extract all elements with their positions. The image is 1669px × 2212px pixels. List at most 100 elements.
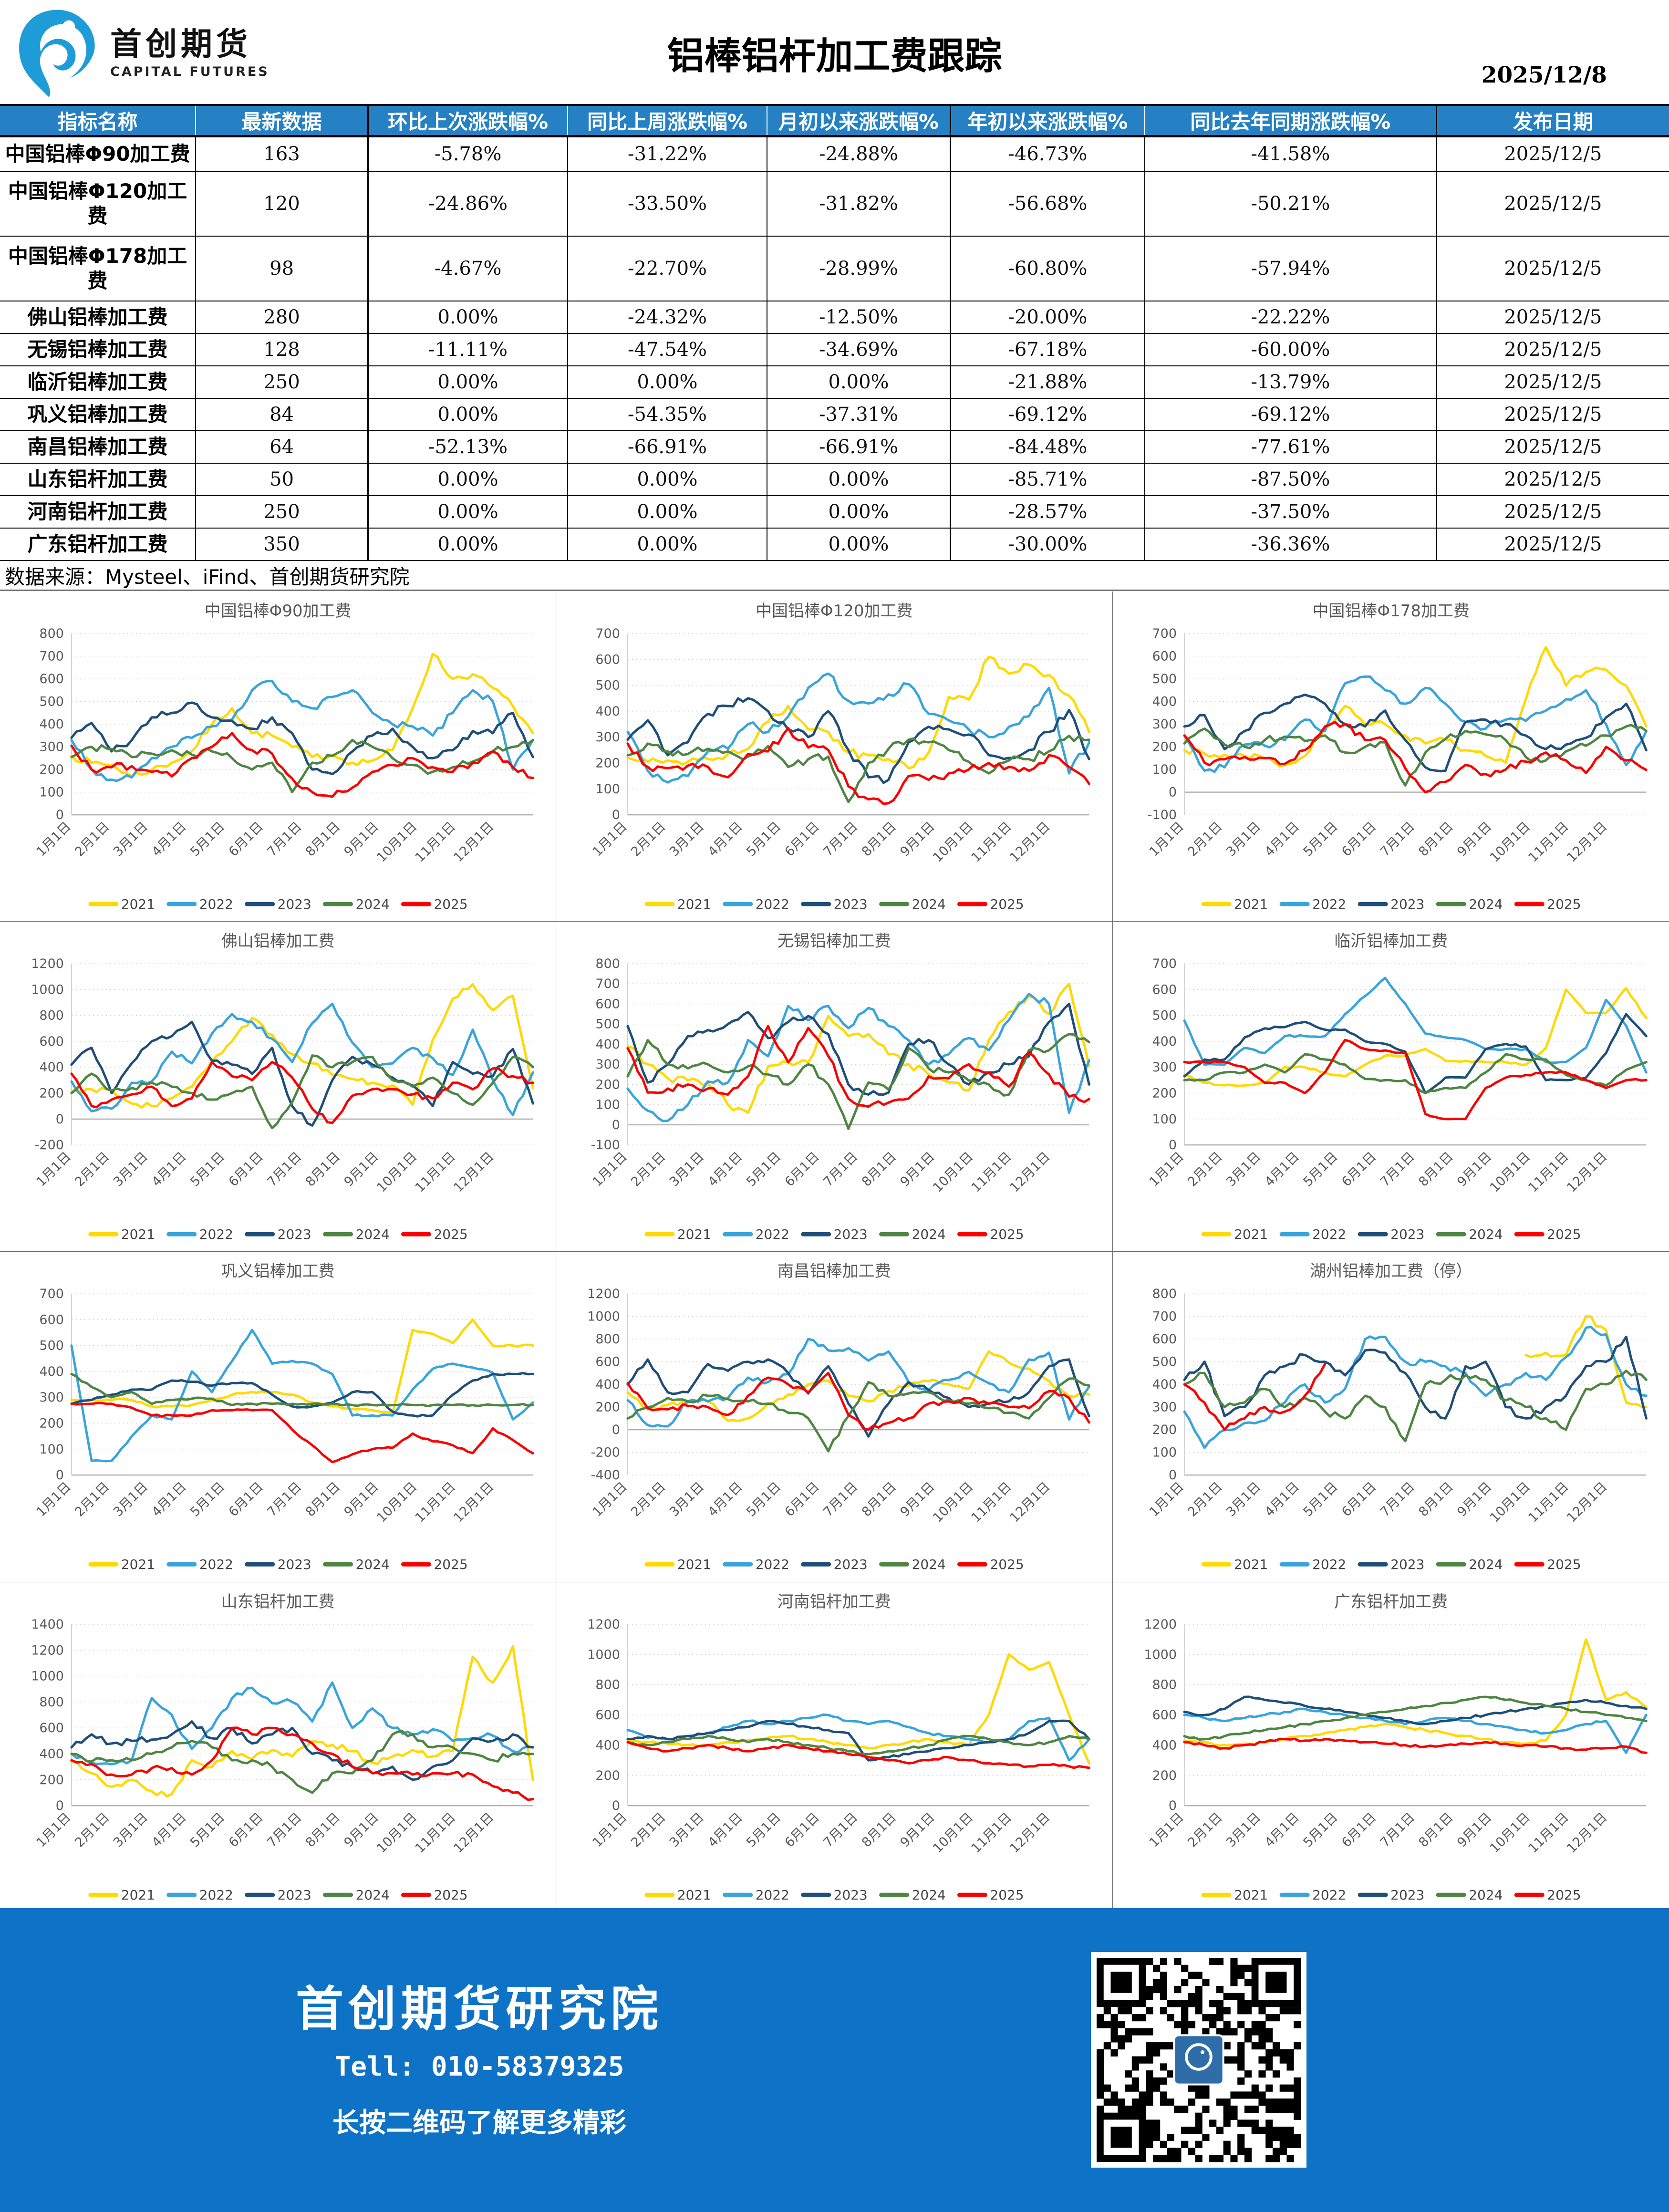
x-axis-tick-label: 1月1日 <box>34 1810 74 1850</box>
indicator-name: 广东铝杆加工费 <box>27 532 168 556</box>
x-axis-tick-label: 1月1日 <box>1146 819 1186 859</box>
table-row: 临沂铝棒加工费 250 0.00% 0.00% 0.00% -21.88% -13.79% 2… <box>0 365 1669 398</box>
x-axis-tick-label: 10月1日 <box>374 1810 420 1856</box>
x-axis-tick-label: 7月1日 <box>821 1480 861 1520</box>
x-axis-tick-label: 11月1日 <box>413 1810 458 1856</box>
legend-label: 2021 <box>121 1557 155 1573</box>
indicator-value: -28.99% <box>767 237 950 301</box>
series-line-2022 <box>626 672 1091 784</box>
legend-label: 2025 <box>1547 896 1581 912</box>
x-axis-tick-label: 6月1日 <box>782 1810 822 1850</box>
indicator-value: 84 <box>195 399 367 430</box>
x-axis-tick-label: 1月1日 <box>590 1810 630 1850</box>
y-axis-tick-label: 500 <box>1152 1355 1177 1370</box>
y-axis-tick-label: 400 <box>596 704 620 719</box>
line-chart: 巩义铝棒加工费 0 100 200 300 400 500 600 700 1月1日2月1日3月1… <box>34 1262 534 1573</box>
x-axis-tick-label: 1月1日 <box>1146 1810 1186 1850</box>
x-axis-tick-label: 10月1日 <box>930 1480 976 1526</box>
table-row: 中国铝棒Φ90加工费 163 -5.78% -31.22% -24.88% -46.73%… <box>0 136 1669 171</box>
x-axis-tick-label: 3月1日 <box>667 1480 707 1520</box>
legend-label: 2022 <box>199 1887 233 1903</box>
x-axis-tick-label: 7月1日 <box>264 1149 304 1189</box>
legend-label: 2025 <box>434 1887 467 1903</box>
indicator-value: -12.50% <box>767 301 950 333</box>
x-axis-tick-label: 11月1日 <box>969 1480 1015 1526</box>
x-axis-tick-label: 11月1日 <box>969 1810 1015 1856</box>
report-date: 2025/12/8 <box>1481 62 1607 88</box>
legend-label: 2022 <box>1312 1226 1346 1242</box>
x-axis-tick-label: 11月1日 <box>413 819 458 865</box>
legend-label: 2022 <box>756 896 789 912</box>
y-axis-tick-label: 100 <box>596 782 620 797</box>
x-axis-tick-label: 10月1日 <box>374 1480 420 1526</box>
column-header: 同比去年同期涨跌幅% <box>1144 106 1436 135</box>
indicator-value: 163 <box>195 137 367 171</box>
series-line-2024 <box>1183 1695 1648 1741</box>
publish-date: 2025/12/5 <box>1435 301 1669 333</box>
x-axis-tick-label: 5月1日 <box>187 1810 228 1850</box>
indicator-value: -20.00% <box>949 301 1144 333</box>
qr-code <box>1091 1952 1306 2168</box>
x-axis-tick-label: 8月1日 <box>303 819 343 859</box>
legend-label: 2021 <box>677 1557 711 1573</box>
x-axis-tick-label: 10月1日 <box>1487 1149 1533 1195</box>
y-axis-tick-label: 400 <box>1152 1377 1177 1392</box>
column-header: 同比上周涨跌幅% <box>567 106 767 135</box>
y-axis-tick-label: 300 <box>1152 717 1177 732</box>
x-axis-tick-label: 8月1日 <box>1416 1480 1456 1520</box>
y-axis-tick-label: 1200 <box>588 1617 621 1632</box>
series-line-2022 <box>626 1338 1091 1428</box>
series-line-2024 <box>626 1377 1091 1453</box>
indicator-value: -69.12% <box>1144 399 1436 430</box>
y-axis-tick-label: 500 <box>39 1339 63 1353</box>
publish-date: 2025/12/5 <box>1435 172 1669 236</box>
y-axis-tick-label: -200 <box>35 1138 64 1153</box>
series-line-2025 <box>626 1741 1091 1769</box>
series-line-2023 <box>1183 1336 1648 1420</box>
y-axis-tick-label: 800 <box>1152 1677 1177 1692</box>
y-axis-tick-label: 800 <box>596 956 620 971</box>
column-header: 指标名称 <box>57 110 138 134</box>
x-axis-tick-label: 4月1日 <box>1262 819 1302 859</box>
indicator-value: 0.00% <box>367 301 567 333</box>
series-line-2023 <box>70 1020 534 1127</box>
y-axis-tick-label: 200 <box>596 1768 620 1783</box>
series-line-2024 <box>1183 724 1648 787</box>
x-axis-tick-label: 12月1日 <box>1007 819 1053 865</box>
indicator-name: 无锡铝棒加工费 <box>27 337 168 361</box>
x-axis-tick-label: 6月1日 <box>1339 1480 1379 1520</box>
series-line-2025 <box>70 1726 534 1801</box>
legend-label: 2021 <box>121 1226 155 1242</box>
y-axis-tick-label: 600 <box>1152 1708 1177 1723</box>
y-axis-tick-label: 800 <box>1152 1287 1177 1301</box>
x-axis-tick-label: 2月1日 <box>72 819 112 859</box>
data-source-note: 数据来源：Mysteel、iFind、首创期货研究院 <box>0 561 1669 591</box>
legend-label: 2021 <box>1234 1226 1268 1242</box>
table-row: 中国铝棒Φ178加工费 98 -4.67% -22.70% -28.99% -60.80%… <box>0 236 1669 301</box>
x-axis-tick-label: 6月1日 <box>226 819 266 859</box>
x-axis-tick-label: 3月1日 <box>667 1810 707 1850</box>
x-axis-tick-label: 12月1日 <box>1564 1810 1610 1856</box>
y-axis-tick-label: 400 <box>1152 1034 1177 1049</box>
publish-date: 2025/12/5 <box>1435 366 1669 398</box>
indicator-value: -37.50% <box>1144 496 1436 528</box>
y-axis-tick-label: 300 <box>39 1391 63 1405</box>
legend-label: 2025 <box>1547 1887 1581 1903</box>
indicator-value: -57.94% <box>1144 237 1436 301</box>
y-axis-tick-label: 600 <box>596 1708 620 1723</box>
legend-label: 2024 <box>912 1887 946 1903</box>
y-axis-tick-label: -400 <box>591 1468 620 1483</box>
legend-label: 2022 <box>1312 1887 1346 1903</box>
y-axis-tick-label: 700 <box>596 976 620 991</box>
x-axis-tick-label: 8月1日 <box>303 1149 343 1189</box>
x-axis-tick-label: 12月1日 <box>451 1810 497 1856</box>
y-axis-tick-label: 700 <box>1152 956 1177 971</box>
y-axis-tick-label: 300 <box>1152 1400 1177 1415</box>
x-axis-tick-label: 3月1日 <box>667 819 707 859</box>
legend-label: 2025 <box>990 1226 1024 1242</box>
series-line-2021 <box>70 983 534 1109</box>
table-row: 山东铝杆加工费 50 0.00% 0.00% 0.00% -85.71% -87.50% 20… <box>0 463 1669 495</box>
y-axis-tick-label: 400 <box>39 1364 63 1379</box>
x-axis-tick-label: 11月1日 <box>1525 1810 1572 1856</box>
x-axis-tick-label: 6月1日 <box>782 1149 822 1189</box>
